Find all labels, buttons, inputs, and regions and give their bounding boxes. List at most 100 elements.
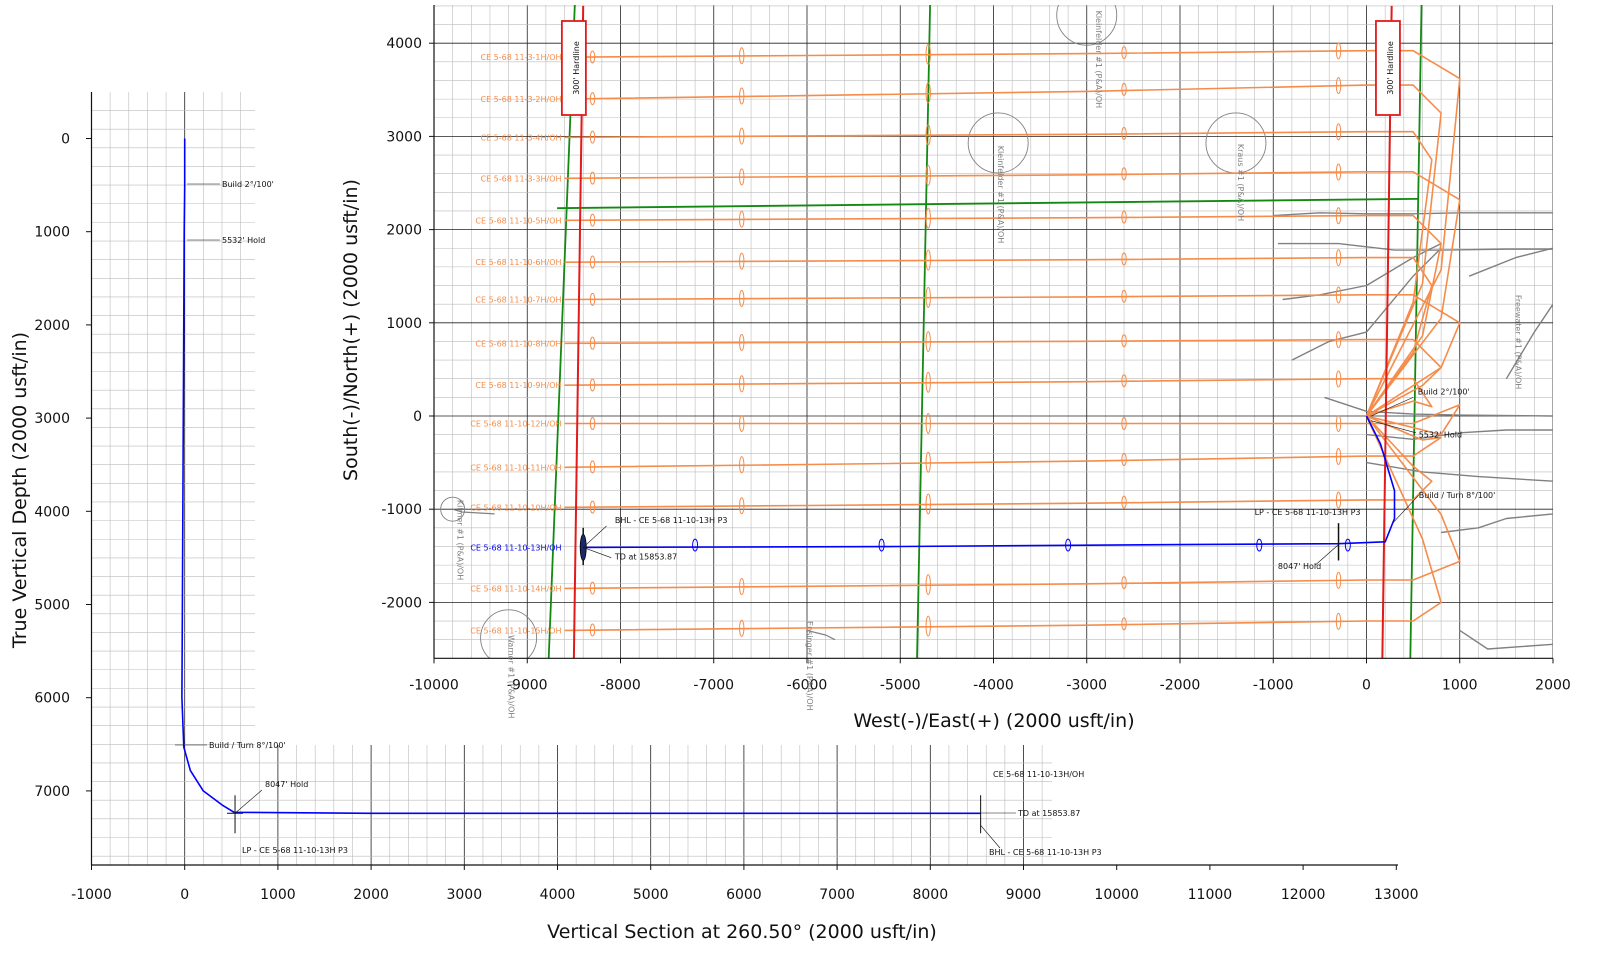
p-plan-well-uncertainty xyxy=(589,378,596,392)
p-offset-well-line xyxy=(1441,513,1553,534)
p-plan-well-line xyxy=(564,256,1433,417)
p-plan-well-uncertainty xyxy=(589,213,596,227)
p-plan-well-uncertainty xyxy=(925,615,931,637)
p-lease-line xyxy=(557,197,1418,210)
p-plan-well-uncertainty xyxy=(1121,126,1127,140)
p-y-tick-label: 3000 xyxy=(386,129,422,145)
p-ann-build: Build 2°/100' xyxy=(1418,388,1470,397)
p-plan-well-label: CE 5-68 11-3-1H/OH xyxy=(481,53,562,62)
p-subject-well-line xyxy=(583,415,1396,549)
p-plan-well-uncertainty xyxy=(589,460,596,474)
p-plan-well-uncertainty xyxy=(739,47,745,65)
v-x-tick-label: 8000 xyxy=(912,887,948,903)
p-plan-well-label: CE 5-68 11-10-6H/OH xyxy=(475,258,561,267)
p-plan-well-label: CE 5-68 11-10-12H/OH xyxy=(470,419,561,428)
p-plan-well-uncertainty xyxy=(739,619,745,637)
v-x-tick-label: 7000 xyxy=(819,887,855,903)
p-plan-well-uncertainty xyxy=(1121,46,1127,60)
v-ann-td: TD at 15853.87 xyxy=(1017,809,1080,818)
p-plan-well-uncertainty xyxy=(1335,123,1342,141)
v-ann-build: Build 2°/100' xyxy=(222,180,274,189)
p-plan-well-uncertainty xyxy=(925,249,931,271)
p-offset-well-label: Freewater #1 (P&A)/OH xyxy=(1514,295,1523,389)
v-x-tick-label: 5000 xyxy=(633,887,669,903)
p-ann-leader xyxy=(1371,397,1414,417)
p-plan-well-uncertainty xyxy=(925,164,931,186)
p-plan-well-uncertainty xyxy=(1335,42,1342,60)
v-y-tick-label: 2000 xyxy=(34,318,70,334)
v-y-axis-label: True Vertical Depth (2000 usft/in) xyxy=(9,332,31,649)
p-y-tick-label: 4000 xyxy=(386,36,422,52)
p-x-tick-label: -7000 xyxy=(693,677,734,693)
p-offset-well-line xyxy=(1468,247,1553,277)
p-plan-well-uncertainty xyxy=(1121,167,1127,181)
p-y-tick-label: -1000 xyxy=(381,502,422,518)
v-y-tick-label: 5000 xyxy=(34,598,70,614)
p-plan-well-uncertainty xyxy=(1335,286,1342,304)
v-x-axis-label: Vertical Section at 260.50° (2000 usft/i… xyxy=(547,921,937,943)
p-offset-well-label: Warner #1 (P&A)/OH xyxy=(507,635,516,718)
p-offset-well-line xyxy=(1273,212,1553,217)
v-x-tick-label: 9000 xyxy=(1006,887,1042,903)
p-plan-well-uncertainty xyxy=(925,412,931,434)
p-plan-well-uncertainty xyxy=(1121,617,1127,631)
p-subject-uncertainty xyxy=(692,538,699,552)
p-plan-well-uncertainty xyxy=(1335,491,1342,509)
p-x-tick-label: -1000 xyxy=(1253,677,1294,693)
p-plan-well-uncertainty xyxy=(925,451,931,473)
p-plan-well-line xyxy=(564,293,1461,417)
p-offset-well-circle xyxy=(1056,5,1118,46)
p-y-tick-label: -2000 xyxy=(381,595,422,611)
p-offset-well-line xyxy=(1282,242,1442,301)
p-plan-well-uncertainty xyxy=(925,207,931,229)
p-plan-well-label: CE 5-68 11-10-14H/OH xyxy=(470,584,561,593)
p-x-axis-label: West(-)/East(+) (2000 usft/in) xyxy=(853,710,1134,732)
v-y-tick-label: 0 xyxy=(61,132,70,148)
p-plan-well-line xyxy=(564,415,1433,509)
p-plan-well-label: CE 5-68 11-10-5H/OH xyxy=(475,216,561,225)
p-plan-well-uncertainty xyxy=(925,371,931,393)
p-x-tick-label: -3000 xyxy=(1066,677,1107,693)
p-plan-well-uncertainty xyxy=(1335,370,1342,388)
p-lease-line xyxy=(916,5,931,659)
p-y-axis-label: South(-)/North(+) (2000 usft/in) xyxy=(340,179,362,481)
p-plan-well-line xyxy=(564,377,1433,417)
p-offset-well-line xyxy=(1505,303,1553,380)
p-plan-well-line xyxy=(564,415,1461,590)
p-plan-well-uncertainty xyxy=(925,286,931,308)
p-hardline-label: 300' Hardline xyxy=(1386,41,1395,95)
v-x-tick-label: 12000 xyxy=(1281,887,1326,903)
p-plan-well-label: CE 5-68 11-10-11H/OH xyxy=(470,463,561,472)
p-hardline-label-box xyxy=(560,20,587,116)
p-x-tick-label: 2000 xyxy=(1535,677,1571,693)
p-x-tick-label: -10000 xyxy=(409,677,459,693)
p-plan-well-uncertainty xyxy=(1335,331,1342,349)
p-plan-well-uncertainty xyxy=(589,92,596,106)
p-ann-td: TD at 15853.87 xyxy=(614,553,677,562)
p-ann-lp: LP - CE 5-68 11-10-13H P3 xyxy=(1255,508,1361,517)
v-ann-build-turn: Build / Turn 8°/100' xyxy=(209,741,286,750)
p-offset-well-line xyxy=(806,629,836,641)
p-plan-well-uncertainty xyxy=(739,497,745,515)
p-plan-well-uncertainty xyxy=(1335,249,1342,267)
p-plan-well-uncertainty xyxy=(589,171,596,185)
p-plan-well-uncertainty xyxy=(739,289,745,307)
v-ann-leader xyxy=(234,789,263,814)
p-offset-well-label: Ensinger #1 (P&A)/OH xyxy=(805,621,814,711)
p-plan-well-uncertainty xyxy=(739,127,745,145)
p-subject-uncertainty xyxy=(1256,538,1263,552)
v-x-tick-label: 1000 xyxy=(260,887,296,903)
p-plan-well-uncertainty xyxy=(589,623,596,637)
p-x-tick-label: 0 xyxy=(1362,677,1371,693)
p-offset-well-label: Kraus #1 (P&A)/OH xyxy=(1236,144,1245,221)
p-plan-well-uncertainty xyxy=(739,456,745,474)
p-x-tick-label: -2000 xyxy=(1160,677,1201,693)
p-offset-well-circle xyxy=(967,112,1029,174)
p-plan-well-label: CE 5-68 11-10-8H/OH xyxy=(475,339,561,348)
p-plan-well-line xyxy=(564,214,1442,417)
p-plan-well-uncertainty xyxy=(1121,374,1127,388)
p-plan-well-uncertainty xyxy=(1121,495,1127,509)
p-plan-well-uncertainty xyxy=(1121,210,1127,224)
p-plan-well-label: CE 5-68 11-10-7H/OH xyxy=(475,296,561,305)
